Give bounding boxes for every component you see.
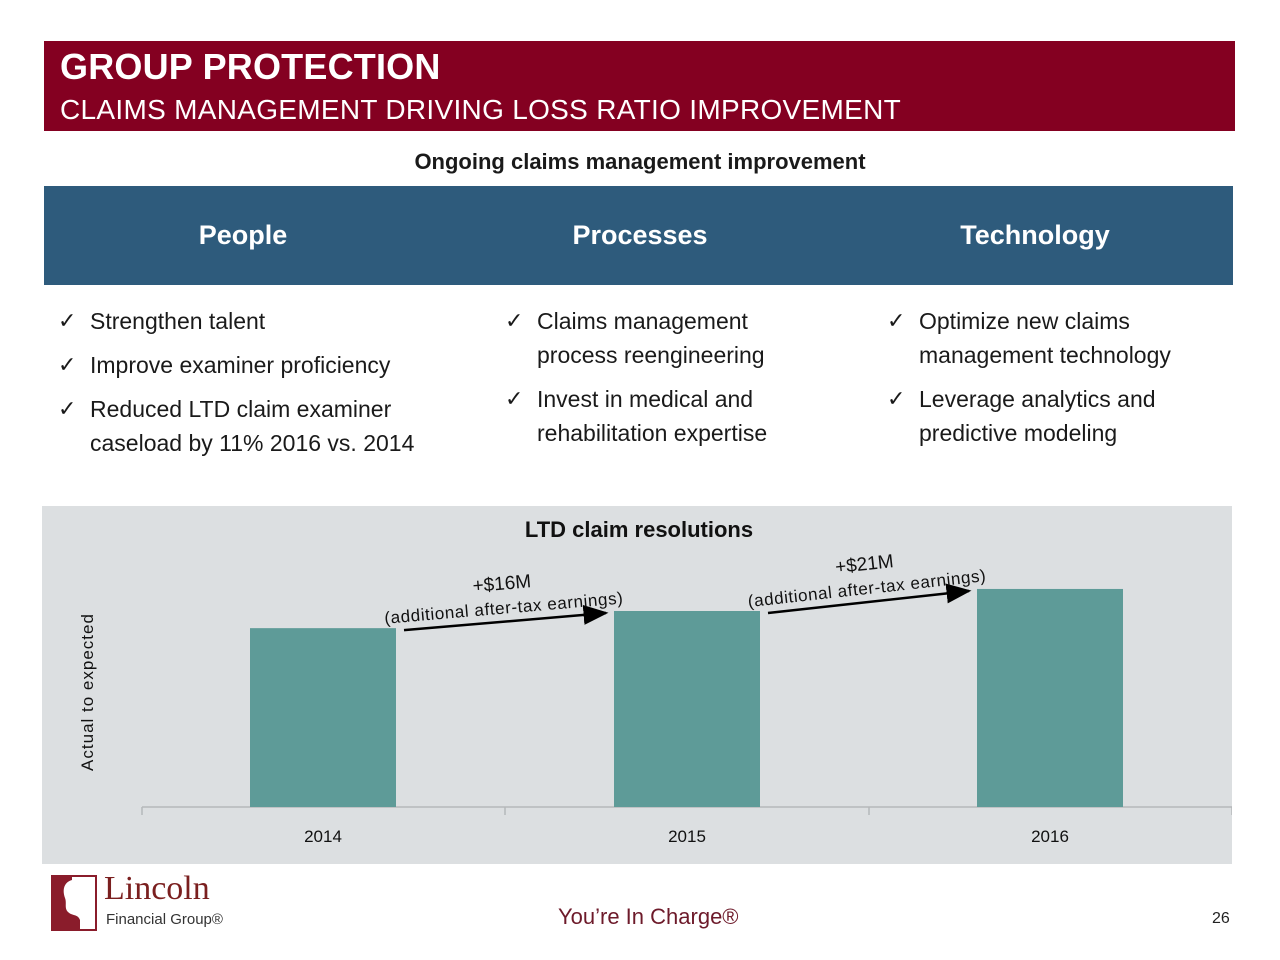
section-heading: Ongoing claims management improvement xyxy=(414,149,866,174)
logo-subtext: Financial Group® xyxy=(106,911,223,928)
annotation-label: +$21M xyxy=(834,551,895,578)
tagline: You’re In Charge® xyxy=(558,904,739,929)
checkmark-icon: ✓ xyxy=(887,386,906,411)
bar-2015 xyxy=(614,611,760,807)
annotation-label-group: (additional after-tax earnings)+$16M xyxy=(384,571,624,627)
x-tick-label: 2016 xyxy=(1031,827,1069,846)
checkmark-icon: ✓ xyxy=(505,308,524,333)
bar-2016 xyxy=(977,588,1123,807)
annotation-label-group: (additional after-tax earnings)+$21M xyxy=(747,551,987,611)
bullet-item: ✓ Reduced LTD claim examiner caseload by … xyxy=(58,392,420,460)
page-title: GROUP PROTECTION xyxy=(60,46,441,87)
chart-title: LTD claim resolutions xyxy=(525,517,753,542)
pillar-processes: Processes xyxy=(572,220,708,250)
pillar-technology: Technology xyxy=(960,220,1110,250)
lincoln-logo-icon xyxy=(51,875,97,931)
annotation-label: +$16M xyxy=(472,571,532,597)
bullet-item: ✓ Optimize new claims management technolo… xyxy=(887,304,1217,372)
bullet-item: ✓ Invest in medical and rehabilitation ex… xyxy=(505,382,825,450)
page-number: 26 xyxy=(1212,910,1230,927)
technology-bullets: ✓ Optimize new claims management technolo… xyxy=(887,304,1217,460)
checkmark-icon: ✓ xyxy=(887,308,906,333)
pillar-people: People xyxy=(198,220,288,250)
checkmark-icon: ✓ xyxy=(58,308,77,333)
x-tick-label: 2015 xyxy=(668,827,706,846)
chart-panel: LTD claim resolutions Actual to expected… xyxy=(42,506,1232,864)
y-axis-label: Actual to expected xyxy=(78,613,97,771)
x-tick-label: 2014 xyxy=(304,827,342,846)
bullet-item: ✓ Strengthen talent xyxy=(58,304,458,338)
bullet-item: ✓ Leverage analytics and predictive model… xyxy=(887,382,1217,450)
bullet-item: ✓ Improve examiner proficiency xyxy=(58,348,458,382)
header-banner: GROUP PROTECTION CLAIMS MANAGEMENT DRIVI… xyxy=(44,41,1235,131)
ltd-claim-chart: LTD claim resolutions Actual to expected… xyxy=(78,517,1232,846)
people-bullets: ✓ Strengthen talent ✓ Improve examiner pro… xyxy=(58,304,458,470)
pillars-bar: People Processes Technology xyxy=(44,186,1233,285)
bar-2014 xyxy=(250,628,396,807)
checkmark-icon: ✓ xyxy=(58,352,77,377)
bullet-item: ✓ Claims management process reengineering xyxy=(505,304,825,372)
checkmark-icon: ✓ xyxy=(58,396,77,421)
checkmark-icon: ✓ xyxy=(505,386,524,411)
page-subtitle: CLAIMS MANAGEMENT DRIVING LOSS RATIO IMP… xyxy=(60,94,902,125)
processes-bullets: ✓ Claims management process reengineering… xyxy=(505,304,825,460)
annotation-arrow xyxy=(767,583,972,615)
annotation-arrow xyxy=(403,604,609,632)
logo-wordmark: Lincoln xyxy=(104,870,210,907)
